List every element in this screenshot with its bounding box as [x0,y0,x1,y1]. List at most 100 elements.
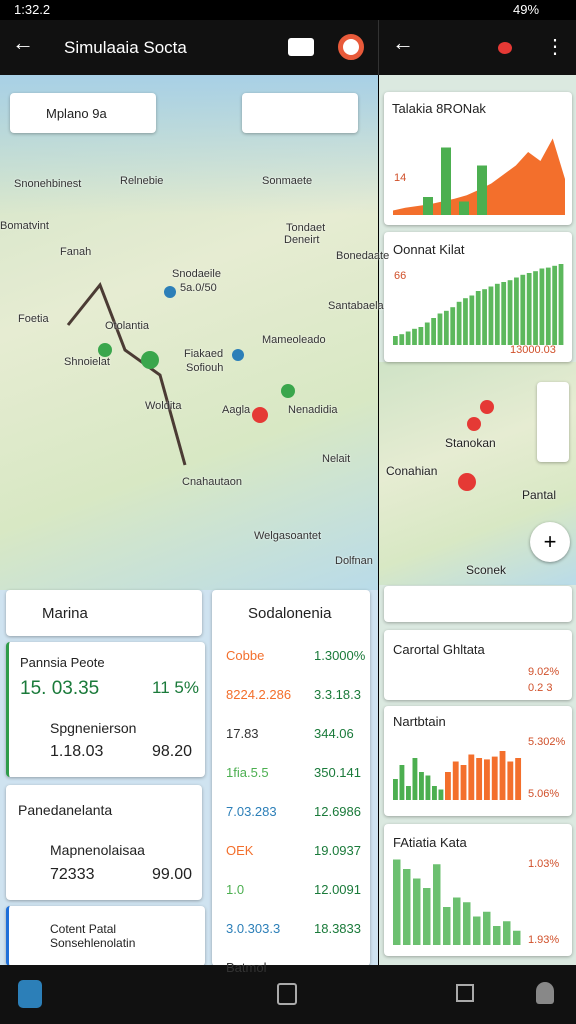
nav-icon[interactable] [18,980,42,1008]
bar [452,761,459,800]
card-text: Cotent Patal [50,922,117,936]
map-label: Cnahautaon [182,476,242,488]
bar [423,888,431,945]
map-label: Snodaeile [172,268,221,280]
bar [483,911,491,945]
card-text: 5.06% [528,788,560,800]
zoom-control[interactable] [537,382,569,462]
card-text: 15. 03.35 [20,678,100,699]
bar [514,277,519,345]
back-button[interactable]: ← [12,30,34,55]
map-label: Nenadidia [288,404,338,416]
add-button[interactable]: + [530,522,570,562]
bar [406,786,411,800]
bar [405,331,411,345]
table-card [212,590,370,966]
bar [418,327,424,345]
map-label: Fiakaed [184,348,224,360]
back-button[interactable]: ← [392,30,414,55]
map-label: Deneirt [284,234,320,246]
bar [513,930,521,945]
card-text: 9.02% [528,666,560,678]
bar [456,301,462,345]
bar [499,751,506,800]
card-text: 11 5% [152,678,199,697]
row-label: 7.03.283 [226,804,277,819]
card-text: 0.2 3 [528,682,553,694]
row-label: 8224.2.286 [226,687,292,702]
bar [491,756,498,800]
card-text: 72333 [50,866,95,883]
bar [539,268,545,345]
bar [393,779,398,800]
nav-icon[interactable] [536,982,554,1004]
bar [443,310,449,345]
card-text: Pannsia Peote [20,655,105,670]
card-text: 99.00 [152,866,193,883]
nav-icon[interactable] [277,983,297,1005]
bar [432,786,437,800]
tool-row[interactable] [384,586,572,622]
row-value: 1.3000% [314,648,366,663]
map-label: Foetia [18,313,49,325]
map-label: Stanokan [445,436,496,450]
bar [438,789,444,800]
bar [476,758,483,800]
avatar[interactable] [338,34,364,60]
row-label: OEK [226,843,254,858]
map-label: Tondaet [286,222,326,234]
bar [558,264,564,345]
search-text: Mplano 9a [46,106,107,121]
pins [458,400,494,491]
card-text: Panedanelanta [18,802,113,818]
bar [450,307,456,345]
bar [507,280,513,345]
bar [453,897,461,945]
bar [488,286,494,345]
row-value: 18.3833 [314,921,361,936]
card-text: Nartbtain [393,714,446,729]
map-label: Mameoleado [262,334,326,346]
card-text: FAtiatia Kata [393,835,467,850]
card[interactable] [6,642,205,777]
record-icon[interactable] [498,42,512,54]
bar [437,313,443,345]
bar [545,267,551,345]
bar [460,765,467,800]
map-label: 5a.0/50 [180,282,217,294]
row-label: 17.83 [226,726,259,741]
bar [501,282,507,345]
bar [425,775,431,800]
bar [520,274,526,345]
bar [468,754,475,800]
card-text: Oonnat Kilat [393,242,465,257]
card-text: Spgnenierson [50,720,137,736]
map-tools[interactable] [242,93,358,133]
bar [431,318,436,345]
map-label: Santabaela [328,300,384,312]
bar [441,147,451,215]
map-label: Shnoielat [64,356,110,368]
search-box[interactable] [10,93,156,133]
nav-icon[interactable] [456,984,474,1002]
panel-title: Marina [42,605,88,622]
card[interactable] [6,785,202,900]
map-label: Snonehbinest [14,178,82,190]
area [393,138,565,215]
bar [443,907,451,945]
camera-icon[interactable] [288,38,314,56]
map-label: Nelait [322,453,351,465]
card[interactable] [6,906,205,966]
route [66,282,295,466]
bar [503,921,511,945]
map-label: Sofiouh [186,362,224,374]
bar [507,761,514,800]
row-value: 12.0091 [314,882,361,897]
card-text: Carortal Ghltata [393,642,485,657]
menu-button[interactable]: ⋮ [545,36,565,58]
map-label: Bonedaate [336,250,390,262]
row-value: 3.3.18.3 [314,687,361,702]
bar [393,336,398,345]
map-label: Relnebie [120,175,164,187]
card[interactable] [384,630,572,700]
